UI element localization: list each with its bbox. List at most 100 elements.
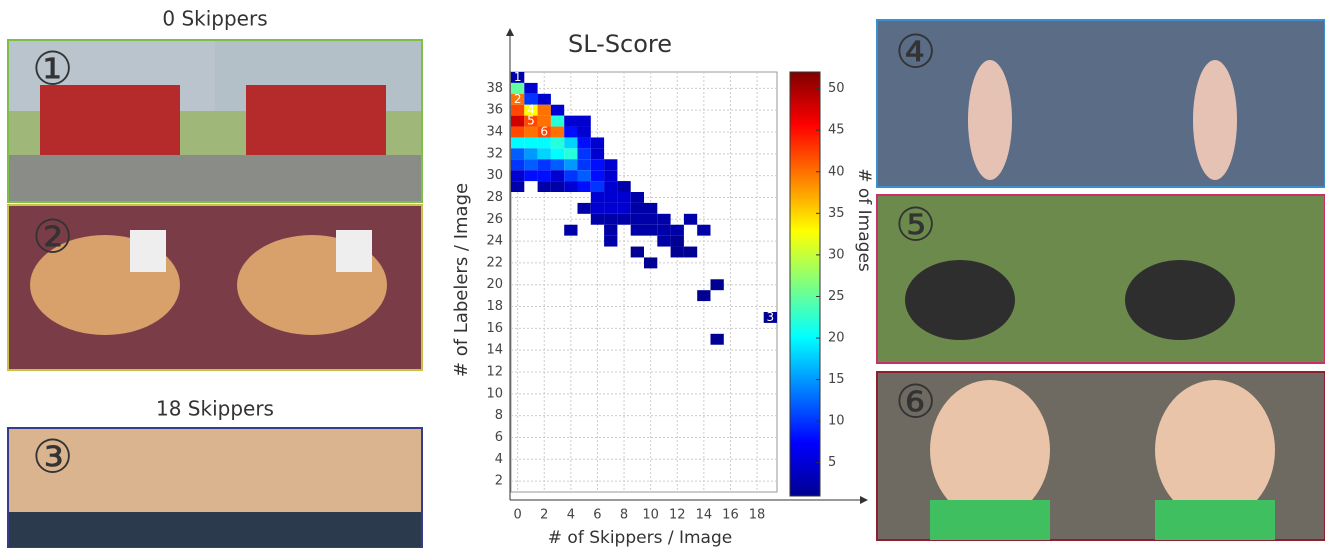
heat-cell xyxy=(511,137,524,148)
heat-cell xyxy=(644,225,657,236)
heat-cell xyxy=(644,214,657,225)
heat-cell xyxy=(511,148,524,159)
heat-cell xyxy=(524,83,537,94)
x-axis-label: # of Skippers / Image xyxy=(548,528,732,548)
panel-label: ⑤ xyxy=(895,198,936,252)
heat-cell xyxy=(604,225,617,236)
heat-cell xyxy=(604,170,617,181)
y-tick-label: 8 xyxy=(495,408,503,423)
panel-label: ③ xyxy=(32,430,73,484)
heat-cell xyxy=(657,214,670,225)
heat-cell xyxy=(551,170,564,181)
y-tick-label: 16 xyxy=(486,321,503,336)
heat-cell xyxy=(617,214,630,225)
x-tick-label: 12 xyxy=(669,508,686,523)
heat-cell xyxy=(538,148,551,159)
heat-cell xyxy=(578,137,591,148)
heat-cell xyxy=(538,94,551,105)
x-tick-label: 4 xyxy=(567,508,575,523)
y-axis-label: # of Labelers / Image xyxy=(451,183,472,377)
colorbar xyxy=(790,72,820,496)
heat-cell xyxy=(564,225,577,236)
y-tick-label: 36 xyxy=(486,103,503,118)
panel-label: ⑥ xyxy=(895,375,936,429)
colorbar-tick-label: 30 xyxy=(828,247,845,262)
heat-cell xyxy=(538,170,551,181)
heat-cell xyxy=(591,181,604,192)
cell-annotation: 3 xyxy=(767,310,775,324)
colorbar-tick-label: 50 xyxy=(828,81,845,96)
heat-cell xyxy=(631,225,644,236)
colorbar-tick-label: 20 xyxy=(828,331,845,346)
colorbar-tick-label: 15 xyxy=(828,372,845,387)
heat-cell xyxy=(511,127,524,138)
heat-cell xyxy=(524,148,537,159)
heat-cell xyxy=(617,181,630,192)
heat-cell xyxy=(684,214,697,225)
chart-title: SL-Score xyxy=(568,30,672,58)
heat-cell xyxy=(578,170,591,181)
heat-cell xyxy=(511,105,524,116)
y-tick-label: 32 xyxy=(486,146,503,161)
y-tick-label: 6 xyxy=(495,430,503,445)
colorbar-tick-label: 40 xyxy=(828,164,845,179)
x-tick-label: 2 xyxy=(540,508,548,523)
heat-cell xyxy=(711,334,724,345)
heat-cell xyxy=(578,116,591,127)
photo-panel xyxy=(877,20,1325,187)
heat-cell xyxy=(591,192,604,203)
heat-cell xyxy=(644,257,657,268)
y-tick-label: 2 xyxy=(495,474,503,489)
heat-cell xyxy=(511,116,524,127)
photo-panel xyxy=(877,372,1325,540)
x-tick-label: 16 xyxy=(722,508,739,523)
heat-cell xyxy=(551,137,564,148)
heat-cell xyxy=(604,192,617,203)
colorbar-tick-label: 45 xyxy=(828,123,845,138)
heat-cell xyxy=(657,236,670,247)
heat-cell xyxy=(671,225,684,236)
heat-cell xyxy=(551,159,564,170)
colorbar-tick-label: 35 xyxy=(828,206,845,221)
heat-cell xyxy=(551,181,564,192)
heat-cell xyxy=(684,247,697,258)
heat-cell xyxy=(657,225,670,236)
heat-cell xyxy=(538,105,551,116)
colorbar-tick-label: 5 xyxy=(828,455,836,470)
heat-cell xyxy=(564,170,577,181)
heat-cell xyxy=(551,105,564,116)
cell-annotation: 1 xyxy=(514,70,522,84)
heat-cell xyxy=(671,236,684,247)
heat-cell xyxy=(564,181,577,192)
heat-cell xyxy=(538,181,551,192)
heat-cell xyxy=(631,247,644,258)
heat-cell xyxy=(631,214,644,225)
heat-cell xyxy=(551,148,564,159)
heat-cell xyxy=(524,159,537,170)
heat-cell xyxy=(644,203,657,214)
y-tick-label: 12 xyxy=(486,365,503,380)
x-tick-label: 0 xyxy=(514,508,522,523)
colorbar-tick-label: 10 xyxy=(828,414,845,429)
heat-cell xyxy=(578,159,591,170)
heat-cell xyxy=(551,116,564,127)
y-tick-label: 20 xyxy=(486,277,503,292)
heat-cell xyxy=(617,203,630,214)
y-tick-label: 34 xyxy=(486,125,503,140)
heat-cell xyxy=(591,203,604,214)
y-tick-label: 26 xyxy=(486,212,503,227)
heat-cell xyxy=(697,290,710,301)
panel-label: ④ xyxy=(895,25,936,79)
heat-cell xyxy=(578,127,591,138)
heat-cell xyxy=(564,137,577,148)
heat-cell xyxy=(591,170,604,181)
cell-annotation: 6 xyxy=(540,125,548,139)
y-tick-label: 10 xyxy=(486,386,503,401)
x-tick-label: 6 xyxy=(593,508,601,523)
caption: 0 Skippers xyxy=(162,7,267,31)
heat-cell xyxy=(631,192,644,203)
x-tick-label: 18 xyxy=(749,508,766,523)
heat-cell xyxy=(604,159,617,170)
x-tick-label: 10 xyxy=(642,508,659,523)
heat-cell xyxy=(617,192,630,203)
